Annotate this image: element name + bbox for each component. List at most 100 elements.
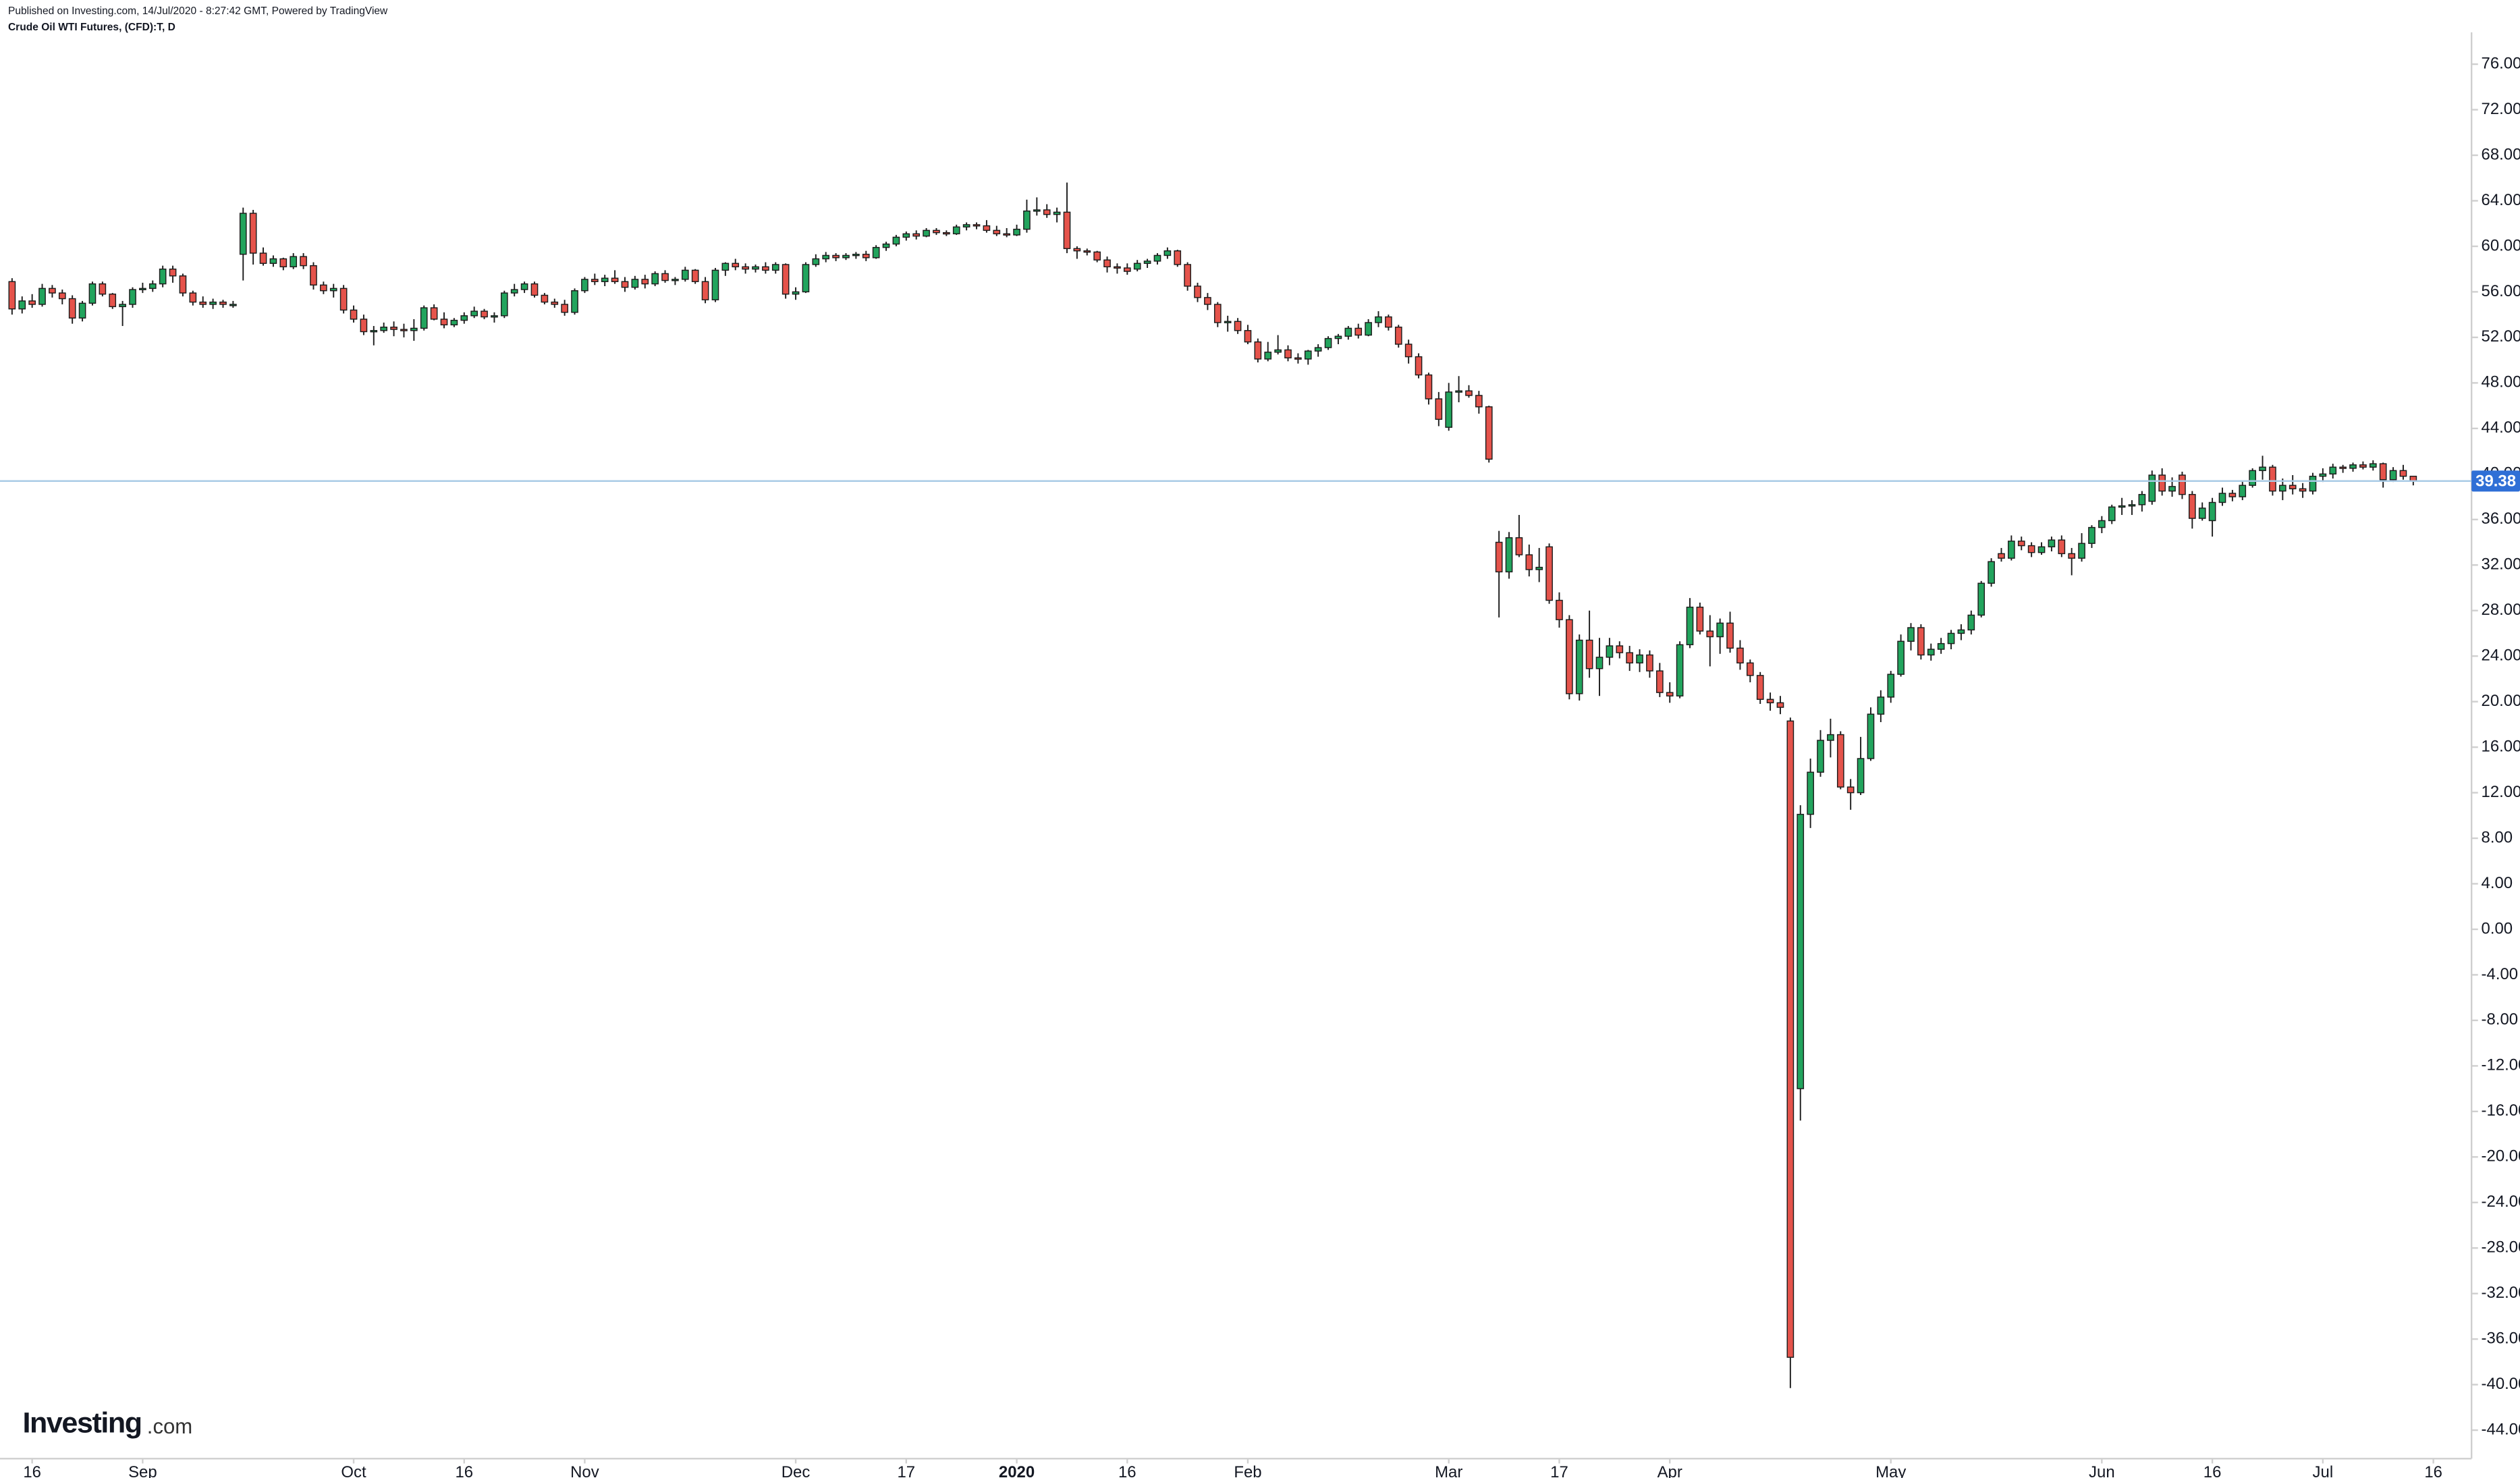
- candle-body: [1254, 341, 1262, 360]
- candle-body: [350, 309, 358, 320]
- x-tick-label: Feb: [1234, 1463, 1261, 1478]
- candle-body: [2249, 470, 2256, 486]
- candle-body: [2179, 474, 2186, 495]
- candle-body: [681, 269, 689, 280]
- candle-body: [892, 236, 900, 245]
- candle-body: [1917, 627, 1925, 656]
- candle-body: [520, 283, 528, 290]
- y-tick-label: -12.00: [2482, 1056, 2520, 1074]
- candle-body: [1786, 720, 1795, 1358]
- candle-body: [1324, 337, 1332, 348]
- candle-body: [872, 246, 880, 258]
- candles: [8, 182, 2417, 1388]
- candle-body: [1425, 374, 1433, 400]
- candle-body: [2239, 485, 2247, 497]
- candle-body: [1947, 632, 1955, 645]
- x-tick-label: Oct: [341, 1463, 366, 1478]
- candle-body: [491, 315, 498, 318]
- y-tick-label: 48.00: [2482, 373, 2520, 391]
- candle-body: [1435, 398, 1443, 420]
- candle-body: [1907, 627, 1915, 642]
- candle-body: [1023, 210, 1031, 230]
- candle-body: [2027, 545, 2035, 553]
- candle-body: [832, 254, 840, 258]
- candle-body: [1887, 674, 1895, 698]
- y-tick-label: 28.00: [2482, 601, 2520, 619]
- candle-body: [1123, 267, 1131, 272]
- last-price-box: [2471, 470, 2520, 492]
- candle-body: [1083, 250, 1091, 253]
- candle-body: [1213, 304, 1222, 323]
- published-note: Published on Investing.com, 14/Jul/2020 …: [8, 5, 388, 17]
- candle-body: [1636, 654, 1643, 664]
- x-tick-label: 16: [455, 1463, 473, 1478]
- candle-body: [1174, 250, 1182, 265]
- candle-body: [1274, 349, 1282, 353]
- candle-body: [2399, 470, 2407, 477]
- candle-body: [2108, 506, 2116, 522]
- candle-body: [1354, 327, 1363, 336]
- x-tick-label: 17: [897, 1463, 915, 1478]
- candle-body: [500, 292, 508, 317]
- candle-body: [1967, 614, 1975, 631]
- candle-body: [2068, 553, 2076, 559]
- candle-body: [2259, 466, 2266, 471]
- y-tick-label: -32.00: [2482, 1284, 2520, 1302]
- candle-body: [541, 294, 549, 303]
- candle-body: [1053, 211, 1061, 215]
- candle-body: [129, 289, 136, 305]
- candle-body: [2198, 508, 2206, 519]
- candle-body: [510, 289, 518, 294]
- candle-body: [329, 288, 337, 292]
- candle-body: [1093, 251, 1101, 261]
- candle-body: [2389, 470, 2397, 481]
- candle-body: [1655, 670, 1664, 693]
- candle-body: [2058, 539, 2066, 555]
- y-tick-label: -28.00: [2482, 1238, 2520, 1257]
- candle-body: [2098, 520, 2106, 528]
- candle-body: [78, 302, 86, 319]
- candle-body: [2299, 488, 2307, 492]
- candle-body: [812, 258, 820, 265]
- candle-body: [1163, 250, 1172, 256]
- candle-body: [2158, 474, 2166, 492]
- candle-body: [802, 264, 810, 293]
- candle-body: [2128, 504, 2136, 507]
- candle-body: [1676, 644, 1684, 696]
- candle-body: [450, 319, 458, 326]
- candle-body: [792, 291, 800, 295]
- candle-body: [1836, 734, 1844, 788]
- candle-body: [310, 265, 317, 286]
- x-tick-label: Nov: [570, 1463, 599, 1478]
- candle-body: [2319, 473, 2327, 477]
- candle-body: [1726, 622, 1734, 649]
- candle-body: [711, 269, 719, 300]
- candle-body: [752, 266, 759, 270]
- candle-body: [249, 213, 257, 254]
- candle-body: [742, 266, 749, 270]
- candle-body: [2037, 546, 2046, 553]
- candle-body: [1566, 619, 1573, 694]
- x-tick-label: 16: [2424, 1463, 2442, 1478]
- candle-body: [1505, 537, 1513, 573]
- candle-body: [1143, 261, 1151, 264]
- candle-body: [2208, 501, 2216, 522]
- candle-body: [2339, 466, 2347, 469]
- candle-body: [269, 258, 277, 264]
- candle-body: [571, 290, 578, 313]
- candle-body: [2278, 485, 2286, 492]
- candle-body: [782, 264, 790, 295]
- candle-body: [973, 224, 981, 227]
- candle-body: [390, 327, 398, 330]
- candle-body: [732, 263, 740, 268]
- candle-body: [1666, 692, 1674, 696]
- candle-body: [2118, 505, 2126, 508]
- watermark-brand: Investing: [23, 1406, 142, 1439]
- candle-body: [8, 281, 16, 310]
- candle-body: [339, 288, 348, 311]
- candle-body: [1998, 553, 2005, 559]
- y-tick-label: 68.00: [2482, 145, 2520, 163]
- candle-body: [721, 263, 730, 271]
- candle-body: [239, 213, 247, 255]
- candle-body: [1344, 327, 1352, 337]
